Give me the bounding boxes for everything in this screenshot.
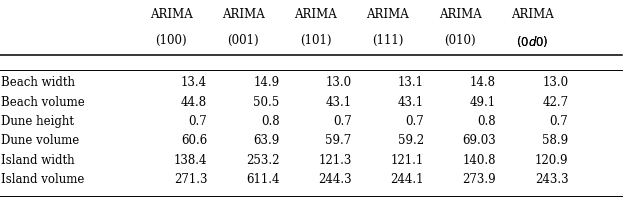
Text: ARIMA: ARIMA: [511, 8, 554, 21]
Text: 13.0: 13.0: [325, 76, 352, 89]
Text: 140.8: 140.8: [463, 154, 496, 167]
Text: (001): (001): [227, 34, 259, 47]
Text: 611.4: 611.4: [246, 173, 279, 186]
Text: 13.0: 13.0: [542, 76, 568, 89]
Text: 60.6: 60.6: [181, 134, 207, 148]
Text: Beach width: Beach width: [1, 76, 75, 89]
Text: Island volume: Island volume: [1, 173, 85, 186]
Text: (010): (010): [444, 34, 476, 47]
Text: 138.4: 138.4: [174, 154, 207, 167]
Text: ARIMA: ARIMA: [222, 8, 265, 21]
Text: 49.1: 49.1: [470, 96, 496, 109]
Text: 14.8: 14.8: [470, 76, 496, 89]
Text: 69.03: 69.03: [462, 134, 496, 148]
Text: $(0\mathit{d}0)$: $(0\mathit{d}0)$: [516, 34, 548, 49]
Text: Dune volume: Dune volume: [1, 134, 80, 148]
Text: 0.7: 0.7: [333, 115, 352, 128]
Text: 44.8: 44.8: [181, 96, 207, 109]
Text: 59.7: 59.7: [325, 134, 352, 148]
Text: 42.7: 42.7: [542, 96, 568, 109]
Text: Dune height: Dune height: [1, 115, 74, 128]
Text: (101): (101): [300, 34, 332, 47]
Text: 43.1: 43.1: [325, 96, 352, 109]
Text: 0.8: 0.8: [261, 115, 279, 128]
Text: (111): (111): [372, 34, 403, 47]
Text: ARIMA: ARIMA: [294, 8, 337, 21]
Text: 0.8: 0.8: [477, 115, 496, 128]
Text: 43.1: 43.1: [398, 96, 424, 109]
Text: 243.3: 243.3: [534, 173, 568, 186]
Text: 58.9: 58.9: [542, 134, 568, 148]
Text: 13.1: 13.1: [398, 76, 424, 89]
Text: 244.1: 244.1: [391, 173, 424, 186]
Text: 253.2: 253.2: [246, 154, 279, 167]
Text: 63.9: 63.9: [253, 134, 279, 148]
Text: Beach volume: Beach volume: [1, 96, 85, 109]
Text: 273.9: 273.9: [462, 173, 496, 186]
Text: 14.9: 14.9: [253, 76, 279, 89]
Text: 121.1: 121.1: [391, 154, 424, 167]
Text: 0.7: 0.7: [550, 115, 568, 128]
Text: ARIMA: ARIMA: [149, 8, 193, 21]
Text: 271.3: 271.3: [174, 173, 207, 186]
Text: 244.3: 244.3: [318, 173, 352, 186]
Text: 50.5: 50.5: [253, 96, 279, 109]
Text: ARIMA: ARIMA: [438, 8, 482, 21]
Text: ARIMA: ARIMA: [366, 8, 409, 21]
Text: (100): (100): [155, 34, 187, 47]
Text: 59.2: 59.2: [398, 134, 424, 148]
Text: 120.9: 120.9: [535, 154, 568, 167]
Text: 0.7: 0.7: [405, 115, 424, 128]
Text: $(0d0)$: $(0d0)$: [516, 34, 548, 49]
Text: Island width: Island width: [1, 154, 75, 167]
Text: 121.3: 121.3: [318, 154, 352, 167]
Text: 0.7: 0.7: [188, 115, 207, 128]
Text: 13.4: 13.4: [181, 76, 207, 89]
